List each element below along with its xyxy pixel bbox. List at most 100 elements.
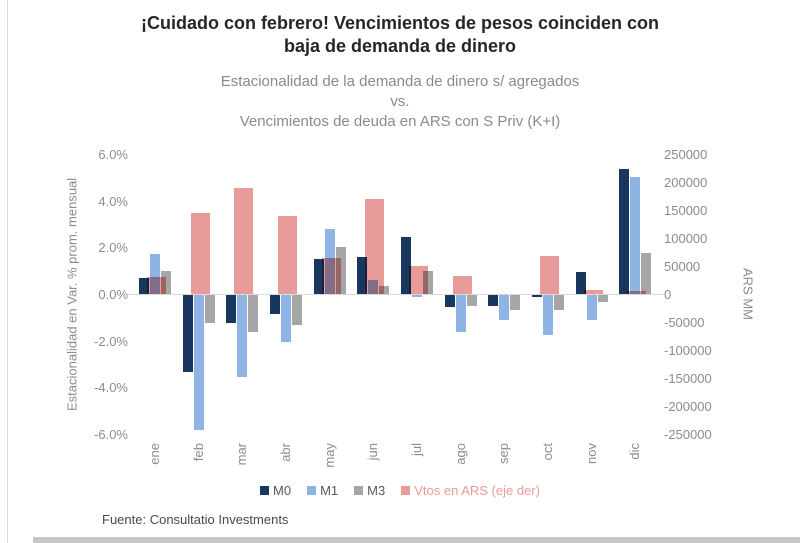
bar-M0-abr xyxy=(269,295,280,314)
bar-M3-ago xyxy=(466,295,477,306)
legend-label: M3 xyxy=(367,483,386,498)
x-label-may: may xyxy=(321,443,337,468)
right-tick-label: 150000 xyxy=(664,203,708,218)
x-label-jun: jun xyxy=(365,443,381,461)
legend-item-vtos: Vtos en ARS (eje der) xyxy=(401,483,540,498)
source-note: Fuente: Consultatio Investments xyxy=(102,512,289,527)
bar-M1-abr xyxy=(280,295,291,342)
bar-M1-feb xyxy=(193,295,204,431)
right-tick-label: 200000 xyxy=(664,175,708,190)
bar-M0-may xyxy=(313,259,324,294)
bar-M3-mar xyxy=(248,295,259,333)
bar-M3-nov xyxy=(597,295,608,302)
x-label-sep: sep xyxy=(496,443,512,464)
right-axis-title: ARS MM xyxy=(740,268,756,320)
bar-M0-ene xyxy=(138,277,149,294)
left-tick-label: 6.0% xyxy=(98,147,128,162)
legend-item-m1: M1 xyxy=(307,483,338,498)
right-tick-label: -250000 xyxy=(664,427,712,442)
chart-title-line1: Estacionalidad de la demanda de dinero s… xyxy=(220,73,580,90)
bar-M1-mar xyxy=(237,295,248,377)
left-tick-label: 4.0% xyxy=(98,193,128,209)
bar-vtos-mar xyxy=(234,187,254,294)
bar-M1-dic xyxy=(630,177,641,294)
zero-baseline xyxy=(127,294,663,295)
bar-M3-sep xyxy=(510,295,521,311)
bar-M3-dic xyxy=(641,253,652,294)
bar-vtos-abr xyxy=(277,215,297,294)
x-label-jul: jul xyxy=(408,443,424,457)
x-label-ene: ene xyxy=(146,443,162,465)
legend-item-m3: M3 xyxy=(354,483,385,498)
bar-vtos-feb xyxy=(190,212,210,294)
bar-M1-sep xyxy=(499,295,510,320)
bar-M3-may xyxy=(335,247,346,294)
right-tick-label: -200000 xyxy=(664,399,712,414)
right-tick-label: 0 xyxy=(664,287,672,302)
legend-swatch-icon xyxy=(260,486,270,495)
bar-vtos-ago xyxy=(452,276,472,294)
bar-M0-nov xyxy=(575,271,586,294)
chart-title: Estacionalidad de la demanda de dinero s… xyxy=(60,72,740,132)
bar-M0-jun xyxy=(357,256,368,294)
bar-M0-feb xyxy=(182,295,193,372)
bar-M1-oct xyxy=(542,295,553,335)
legend-item-m0: M0 xyxy=(260,483,291,498)
right-tick-label: -100000 xyxy=(664,343,712,358)
x-label-nov: nov xyxy=(583,443,599,464)
left-tick-label: 2.0% xyxy=(98,240,128,256)
bar-M0-jul xyxy=(400,236,411,294)
legend-swatch-icon xyxy=(354,486,364,495)
x-label-feb: feb xyxy=(190,443,206,462)
bar-vtos-oct xyxy=(539,255,559,294)
bar-vtos-nov xyxy=(583,289,603,294)
bar-M0-dic xyxy=(619,169,630,294)
plot-area xyxy=(127,154,663,434)
bottom-edge-strip xyxy=(33,537,800,543)
right-tick-label: 50000 xyxy=(664,259,701,274)
x-label-dic: dic xyxy=(627,443,643,460)
right-tick-label: 250000 xyxy=(664,147,708,162)
bar-vtos-jul xyxy=(408,266,428,294)
bar-M3-ene xyxy=(160,270,171,294)
left-tick-label: -2.0% xyxy=(94,333,128,349)
page-title: ¡Cuidado con febrero! Vencimientos de pe… xyxy=(40,12,760,58)
bar-M0-mar xyxy=(226,295,237,323)
legend-swatch-icon xyxy=(307,486,317,495)
left-tick-label: 0.0% xyxy=(98,287,128,302)
bar-M0-sep xyxy=(488,295,499,306)
legend: M0 M1 M3 Vtos en ARS (eje der) xyxy=(0,483,800,498)
left-edge-line xyxy=(7,0,8,543)
legend-label: M0 xyxy=(273,483,292,498)
x-label-abr: abr xyxy=(277,443,293,462)
bar-M0-oct xyxy=(531,295,542,298)
page-title-line1: ¡Cuidado con febrero! Vencimientos de pe… xyxy=(140,13,660,33)
bar-M3-abr xyxy=(291,295,302,326)
left-tick-label: -6.0% xyxy=(94,427,128,442)
bar-M1-ago xyxy=(455,295,466,333)
page-title-line2: baja de demanda de dinero xyxy=(283,36,517,56)
bar-M1-nov xyxy=(586,295,597,320)
bar-M3-feb xyxy=(204,295,215,323)
left-tick-label: -4.0% xyxy=(94,380,128,396)
legend-swatch-icon xyxy=(401,486,411,495)
right-tick-label: -50000 xyxy=(664,315,705,330)
right-tick-label: 100000 xyxy=(664,231,708,246)
bar-vtos-jun xyxy=(365,198,385,294)
legend-label: Vtos en ARS (eje der) xyxy=(414,483,540,498)
chart-title-line2: vs. xyxy=(390,93,410,110)
legend-label: M1 xyxy=(320,483,339,498)
right-tick-label: -150000 xyxy=(664,371,712,386)
x-label-mar: mar xyxy=(234,443,250,466)
bar-M3-jun xyxy=(379,285,390,294)
bar-M3-jul xyxy=(422,270,433,294)
x-label-ago: ago xyxy=(452,443,468,465)
bar-vtos-may xyxy=(321,257,341,294)
bar-M1-jul xyxy=(411,295,422,298)
chart-title-line3: Vencimientos de deuda en ARS con S Priv … xyxy=(239,113,561,130)
bar-vtos-ene xyxy=(146,277,166,294)
bar-vtos-dic xyxy=(627,291,647,294)
bar-M3-oct xyxy=(553,295,564,311)
x-label-oct: oct xyxy=(539,443,555,461)
